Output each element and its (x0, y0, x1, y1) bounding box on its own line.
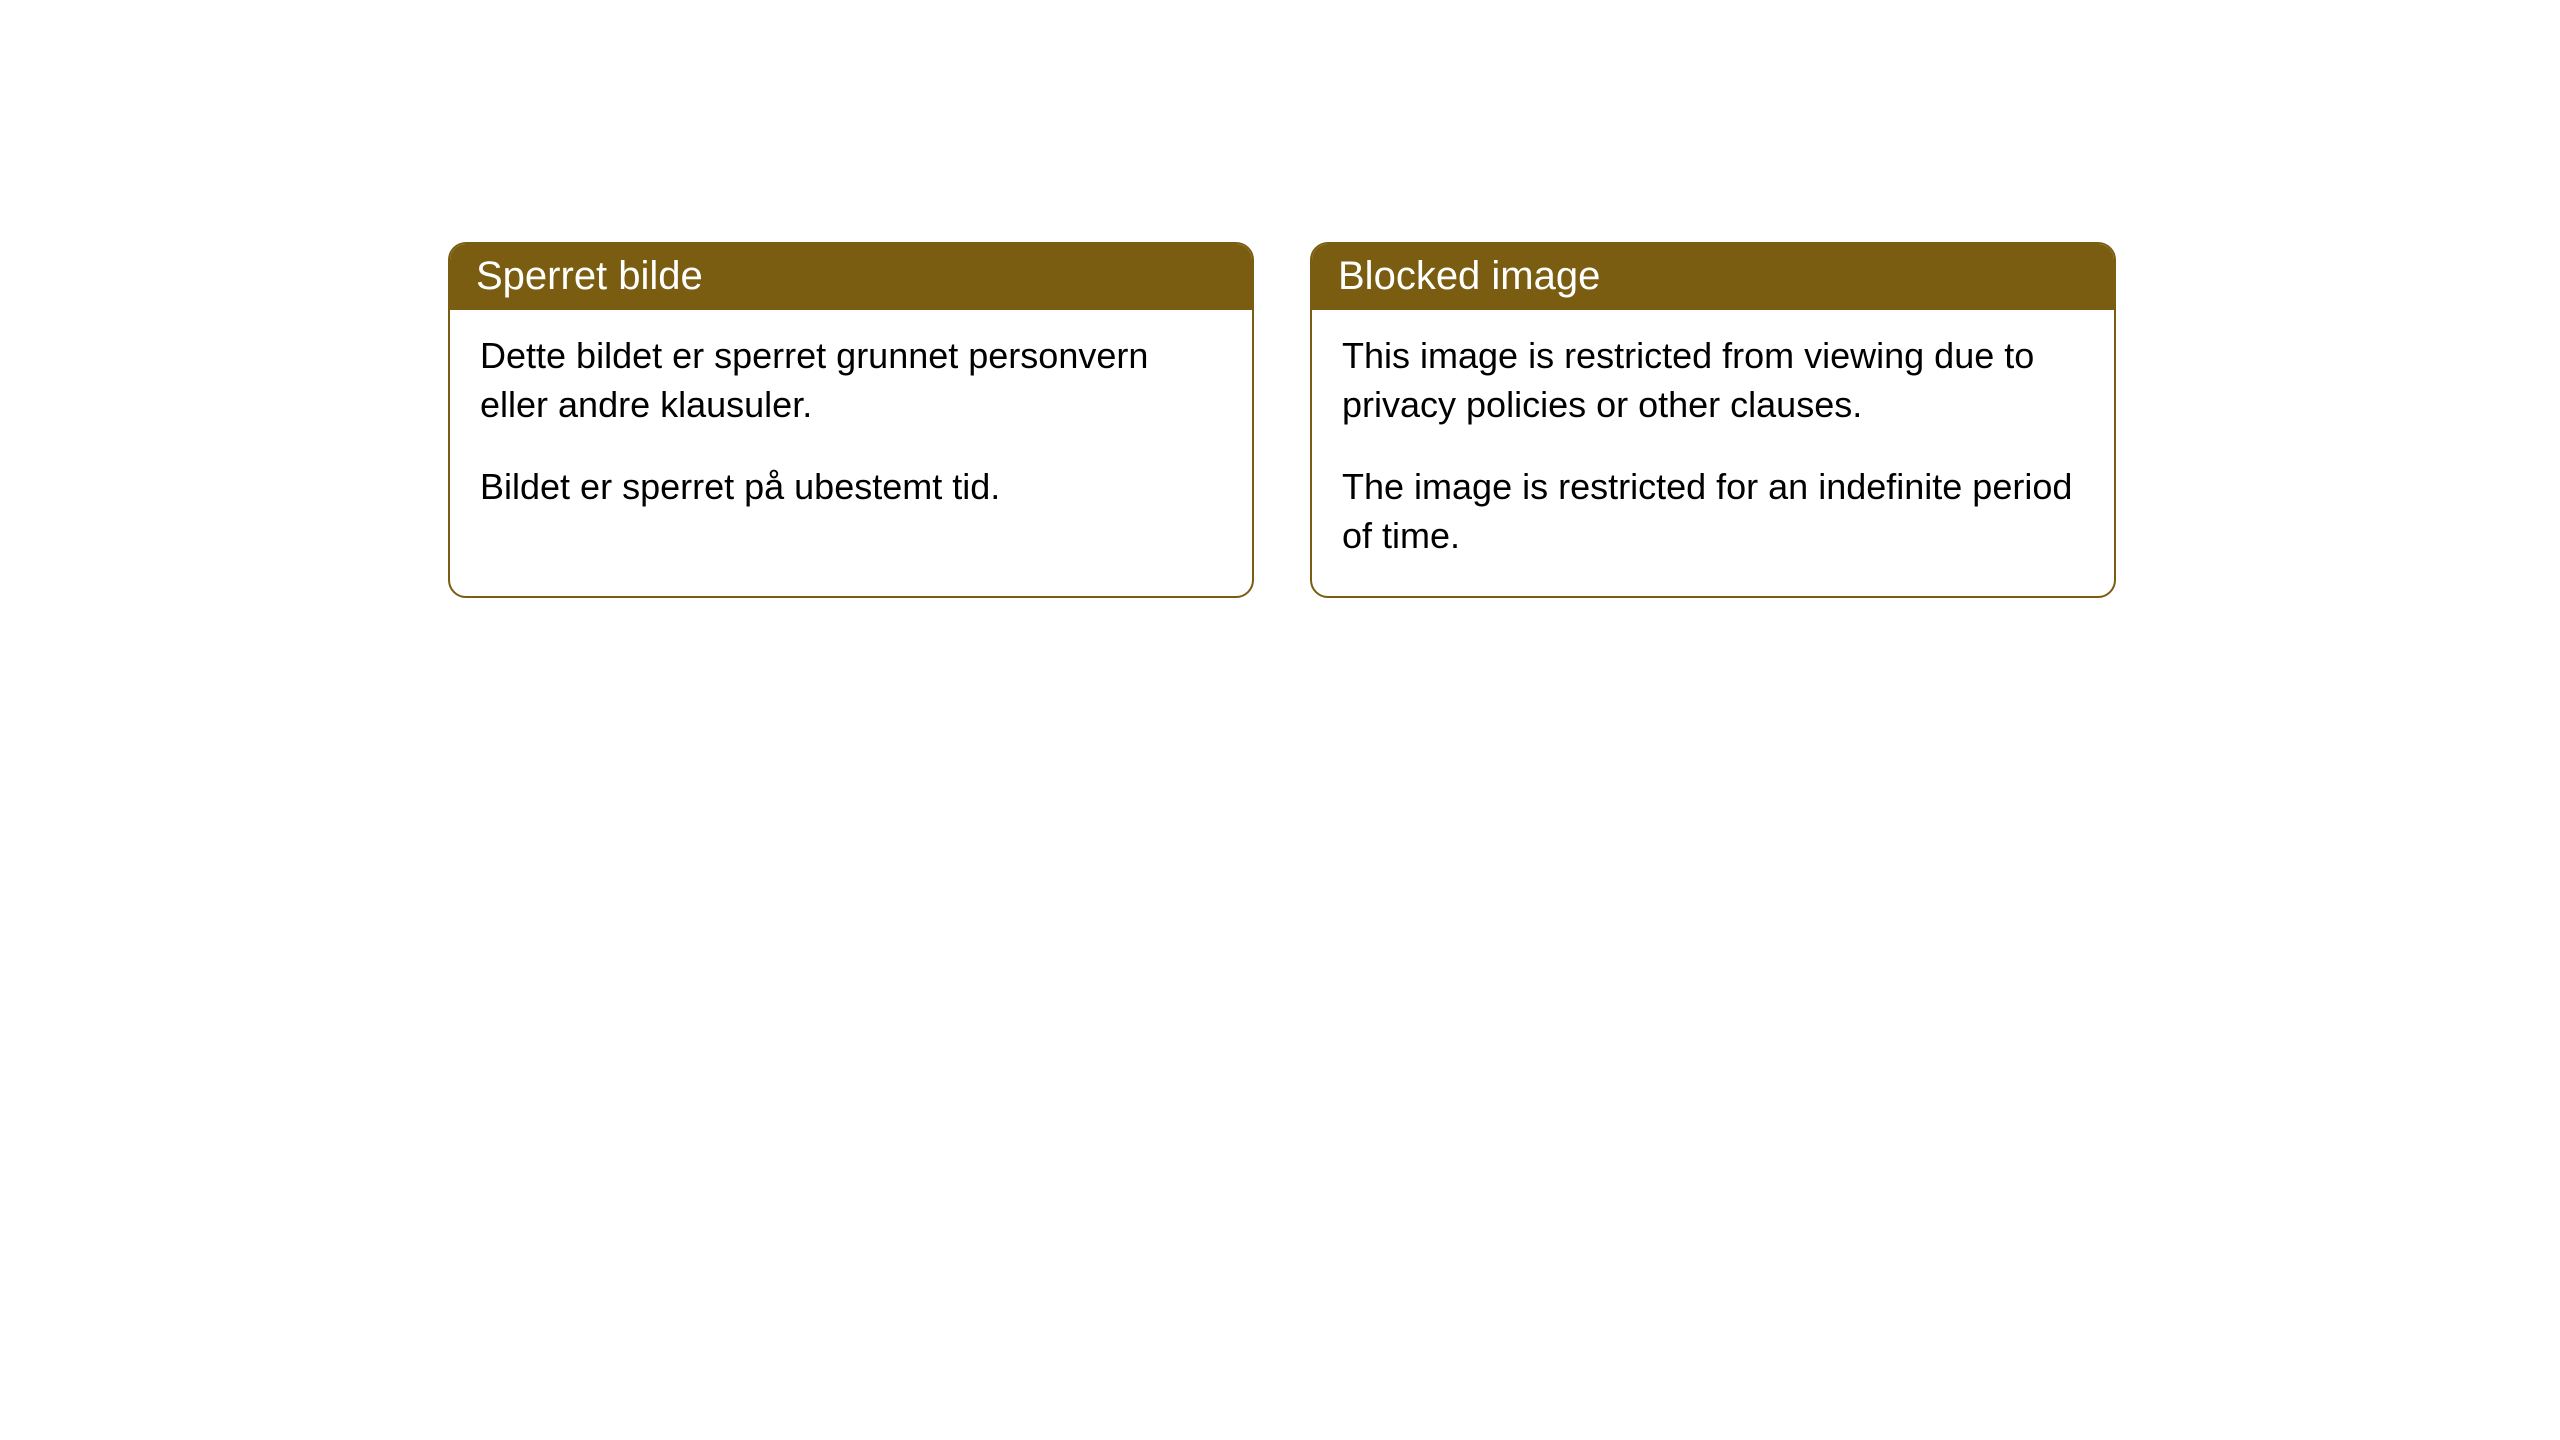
card-title: Blocked image (1338, 254, 1600, 298)
card-paragraph-1: This image is restricted from viewing du… (1342, 332, 2084, 429)
card-body: This image is restricted from viewing du… (1312, 310, 2114, 596)
notice-cards-container: Sperret bilde Dette bildet er sperret gr… (0, 0, 2560, 598)
card-paragraph-1: Dette bildet er sperret grunnet personve… (480, 332, 1222, 429)
card-body: Dette bildet er sperret grunnet personve… (450, 310, 1252, 548)
card-title: Sperret bilde (476, 254, 703, 298)
blocked-image-card-norwegian: Sperret bilde Dette bildet er sperret gr… (448, 242, 1254, 598)
blocked-image-card-english: Blocked image This image is restricted f… (1310, 242, 2116, 598)
card-paragraph-2: The image is restricted for an indefinit… (1342, 463, 2084, 560)
card-paragraph-2: Bildet er sperret på ubestemt tid. (480, 463, 1222, 512)
card-header: Blocked image (1312, 244, 2114, 310)
card-header: Sperret bilde (450, 244, 1252, 310)
